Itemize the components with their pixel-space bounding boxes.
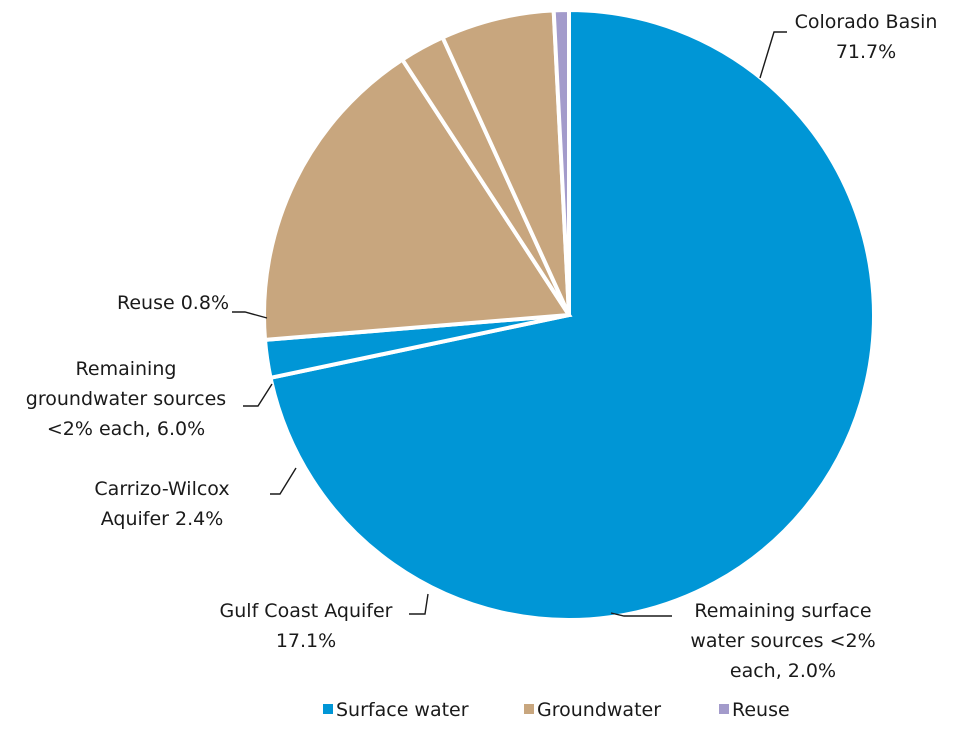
leader-line-reuse-0-8 <box>232 311 268 319</box>
leader-line-colorado-basin <box>759 31 787 79</box>
slice-label-carrizo-wilcox: Carrizo-Wilcox Aquifer 2.4% <box>94 478 229 530</box>
legend-swatch-reuse <box>719 704 729 714</box>
slice-label-line: Remaining <box>76 358 177 380</box>
slice-label-colorado-basin: Colorado Basin 71.7% <box>795 11 938 63</box>
legend: Surface water Groundwater Reuse <box>323 699 790 721</box>
slice-label-line: each, 2.0% <box>730 660 836 682</box>
legend-swatch-surface-water <box>323 704 333 714</box>
leader-line-gulf-coast-aquifer <box>409 593 429 615</box>
pie-slice-colorado-basin <box>268 7 876 622</box>
slice-label-line: water sources <2% <box>690 630 875 652</box>
pie-slices <box>262 7 876 622</box>
leader-line-remaining <box>243 383 273 407</box>
slice-label-line: <2% each, 6.0% <box>47 418 205 440</box>
pie-slice-gulf-coast-aquifer <box>262 56 573 343</box>
slice-label-line: Remaining surface <box>694 600 871 622</box>
slice-label-line: Colorado Basin <box>795 11 938 33</box>
leader-line-remaining-surface <box>610 612 672 617</box>
slice-label-line: Gulf Coast Aquifer <box>220 600 393 622</box>
slice-label-gulf-coast-aquifer: Gulf Coast Aquifer 17.1% <box>220 600 393 652</box>
slice-label-line: Carrizo-Wilcox <box>94 478 229 500</box>
slice-label-line: 71.7% <box>836 41 896 63</box>
pie-slice-reuse-0-8 <box>551 7 571 316</box>
slice-label-line: Aquifer 2.4% <box>101 508 224 530</box>
slice-labels: Colorado Basin 71.7% Remaining surface wate… <box>26 11 938 682</box>
slice-label-remaining-surface: Remaining surface water sources <2% each, … <box>690 600 875 682</box>
slice-label-line: 17.1% <box>276 630 336 652</box>
legend-label-surface-water: Surface water <box>336 699 469 721</box>
slice-label-reuse-0-8: Reuse 0.8% <box>117 292 229 314</box>
legend-label-groundwater: Groundwater <box>537 699 661 721</box>
legend-label-reuse: Reuse <box>732 699 790 721</box>
legend-swatch-groundwater <box>524 704 534 714</box>
slice-label-remaining: Remaining groundwater sources <2% each, 6.… <box>26 358 226 440</box>
slice-label-line: Reuse 0.8% <box>117 292 229 314</box>
leader-line-carrizo-wilcox <box>270 467 297 495</box>
slice-label-line: groundwater sources <box>26 388 226 410</box>
